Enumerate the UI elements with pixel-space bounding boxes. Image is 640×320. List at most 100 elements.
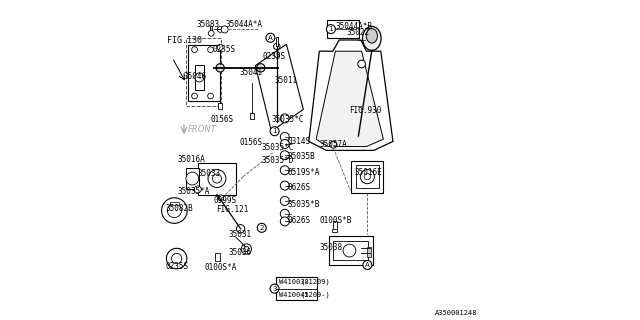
Text: 35057A: 35057A bbox=[320, 140, 348, 149]
Text: 1: 1 bbox=[272, 128, 277, 134]
Text: 1: 1 bbox=[328, 26, 333, 32]
Bar bbox=[210, 26, 212, 33]
Text: FIG.130: FIG.130 bbox=[167, 36, 202, 44]
Bar bbox=[327, 20, 359, 38]
Text: FRONT: FRONT bbox=[188, 125, 216, 134]
Text: 35016A: 35016A bbox=[178, 155, 205, 164]
Text: 35022: 35022 bbox=[346, 28, 369, 37]
Circle shape bbox=[280, 181, 289, 190]
Circle shape bbox=[343, 244, 356, 257]
Bar bbox=[333, 241, 368, 260]
Circle shape bbox=[364, 173, 371, 180]
Circle shape bbox=[207, 93, 214, 99]
Text: 0156S: 0156S bbox=[240, 138, 263, 147]
Bar bbox=[186, 168, 199, 189]
Circle shape bbox=[274, 52, 280, 57]
Circle shape bbox=[217, 27, 223, 32]
Text: 0999S: 0999S bbox=[214, 196, 237, 205]
Circle shape bbox=[280, 209, 289, 218]
Circle shape bbox=[168, 204, 182, 218]
Text: 35011: 35011 bbox=[275, 76, 298, 85]
Circle shape bbox=[280, 151, 289, 160]
Text: 0235S: 0235S bbox=[212, 45, 236, 54]
Circle shape bbox=[192, 47, 198, 52]
Text: 35044A*A: 35044A*A bbox=[226, 20, 262, 28]
Circle shape bbox=[195, 186, 201, 193]
Circle shape bbox=[221, 26, 228, 33]
Text: 35031: 35031 bbox=[229, 230, 252, 239]
Bar bbox=[250, 113, 255, 119]
Circle shape bbox=[363, 260, 372, 269]
Text: A: A bbox=[268, 35, 273, 41]
Circle shape bbox=[208, 170, 226, 188]
Bar bbox=[218, 103, 223, 109]
Text: W410038: W410038 bbox=[279, 279, 308, 285]
Text: FIG.930: FIG.930 bbox=[349, 106, 381, 115]
Text: 0314S: 0314S bbox=[288, 137, 311, 146]
Text: 0156S: 0156S bbox=[211, 115, 234, 124]
Circle shape bbox=[266, 33, 275, 42]
Ellipse shape bbox=[366, 29, 378, 43]
Circle shape bbox=[280, 166, 289, 175]
Bar bbox=[351, 161, 383, 193]
Circle shape bbox=[326, 25, 335, 34]
Circle shape bbox=[270, 284, 279, 293]
Circle shape bbox=[330, 141, 337, 148]
Circle shape bbox=[161, 198, 188, 223]
Bar bbox=[188, 45, 220, 101]
Circle shape bbox=[217, 44, 223, 50]
Circle shape bbox=[257, 64, 265, 72]
Text: 35044A*B: 35044A*B bbox=[335, 22, 372, 31]
Ellipse shape bbox=[362, 27, 381, 51]
Bar bbox=[276, 277, 317, 300]
Circle shape bbox=[209, 30, 214, 36]
Bar bbox=[356, 165, 379, 188]
Bar bbox=[215, 253, 220, 261]
Circle shape bbox=[207, 47, 214, 52]
Text: 35046: 35046 bbox=[184, 72, 207, 81]
Circle shape bbox=[257, 223, 266, 232]
Text: 35035B: 35035B bbox=[288, 152, 316, 161]
Bar bbox=[333, 221, 337, 230]
Circle shape bbox=[280, 132, 289, 141]
Circle shape bbox=[241, 244, 252, 254]
Circle shape bbox=[280, 140, 289, 148]
Circle shape bbox=[360, 170, 374, 184]
Circle shape bbox=[218, 195, 224, 201]
Text: 35035*B: 35035*B bbox=[288, 200, 321, 209]
Bar bbox=[198, 163, 236, 195]
Bar bbox=[367, 247, 371, 257]
Text: (1209-): (1209-) bbox=[301, 292, 330, 298]
Bar bbox=[329, 236, 373, 265]
Text: 0626S: 0626S bbox=[288, 183, 311, 192]
Circle shape bbox=[212, 174, 221, 183]
Text: 35035*C: 35035*C bbox=[271, 115, 304, 124]
Circle shape bbox=[244, 246, 249, 252]
Text: 35035*D: 35035*D bbox=[262, 156, 294, 165]
Text: 35041: 35041 bbox=[239, 68, 262, 77]
Text: 35033: 35033 bbox=[198, 169, 221, 178]
Text: 0100S*A: 0100S*A bbox=[204, 263, 237, 272]
Text: 2: 2 bbox=[260, 225, 264, 231]
Circle shape bbox=[280, 114, 289, 123]
Bar bbox=[332, 229, 337, 232]
Circle shape bbox=[186, 172, 198, 185]
Text: 35082B: 35082B bbox=[166, 204, 193, 213]
Circle shape bbox=[237, 225, 244, 233]
Bar bbox=[275, 37, 278, 46]
Text: W410045: W410045 bbox=[279, 292, 308, 298]
Text: FIG.121: FIG.121 bbox=[216, 205, 248, 214]
Circle shape bbox=[192, 93, 198, 99]
Bar bbox=[170, 202, 179, 205]
Bar bbox=[186, 38, 221, 106]
Text: 35036: 35036 bbox=[229, 248, 252, 257]
Circle shape bbox=[274, 43, 280, 50]
Polygon shape bbox=[316, 51, 383, 147]
Circle shape bbox=[270, 127, 279, 136]
Text: A: A bbox=[365, 262, 370, 268]
Circle shape bbox=[195, 73, 204, 82]
Text: 35038: 35038 bbox=[320, 243, 343, 252]
Text: 35016E: 35016E bbox=[355, 168, 382, 177]
Text: 0235S: 0235S bbox=[166, 262, 189, 271]
Text: 0100S*B: 0100S*B bbox=[320, 216, 353, 225]
